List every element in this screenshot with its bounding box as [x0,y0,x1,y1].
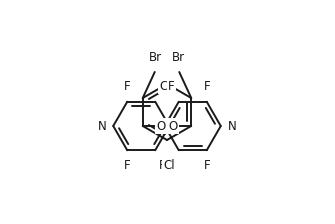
Text: Cl: Cl [163,159,175,172]
Text: F: F [203,159,210,172]
Text: N: N [97,119,106,133]
Text: F: F [159,159,166,172]
Text: O: O [169,119,178,133]
Text: N: N [228,119,237,133]
Text: Cl: Cl [159,80,171,93]
Text: F: F [124,80,131,93]
Text: Br: Br [172,51,185,64]
Text: F: F [124,159,131,172]
Text: O: O [156,119,165,133]
Text: F: F [203,80,210,93]
Text: Br: Br [149,51,162,64]
Text: F: F [168,80,175,93]
